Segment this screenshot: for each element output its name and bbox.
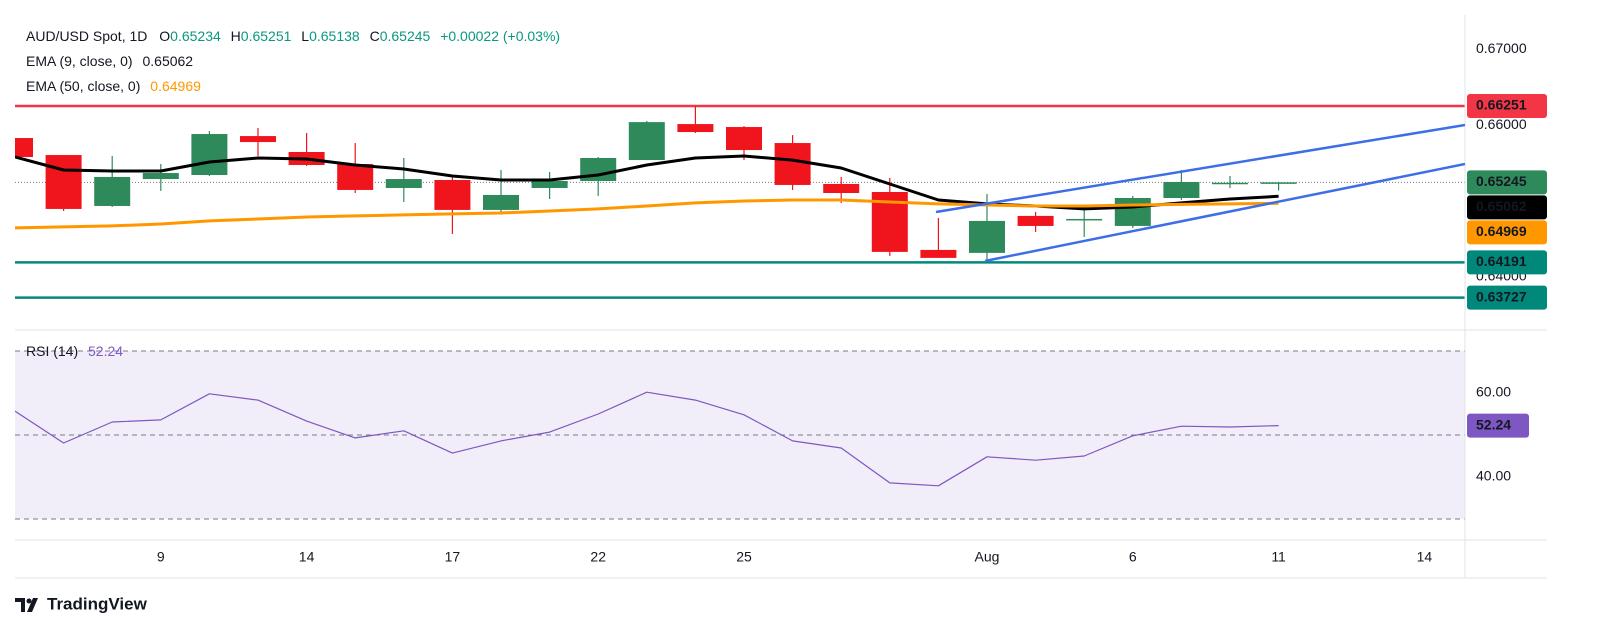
- x-tick-label: 9: [157, 549, 165, 565]
- legend-label: O: [159, 28, 170, 44]
- candle-body: [774, 143, 811, 185]
- legend-value: 0.65251: [241, 28, 292, 44]
- legend-value: 0.65234: [170, 28, 221, 44]
- candle-body: [1212, 182, 1248, 185]
- candle-body: [483, 194, 519, 210]
- candle-body: [677, 124, 714, 133]
- candle-body: [1114, 198, 1151, 226]
- x-tick-label: 6: [1129, 549, 1137, 565]
- candle-body: [1163, 181, 1200, 199]
- plot-area: [15, 104, 1465, 520]
- x-tick-label: 11: [1271, 549, 1286, 565]
- legend-value: 0.65245: [380, 28, 431, 44]
- candle-body: [969, 220, 1005, 253]
- legend-ohlc: AUD/USD Spot, 1D O0.65234 H0.65251 L0.65…: [26, 28, 560, 44]
- x-tick-label: 14: [1417, 549, 1433, 565]
- x-tick-label: Aug: [975, 549, 1000, 565]
- rsi-tick-label: 60.00: [1476, 384, 1511, 400]
- legend-value: 0.64969: [150, 78, 201, 94]
- candle-body: [726, 127, 762, 151]
- price-label-box: [1467, 220, 1547, 245]
- candle-body: [337, 163, 374, 190]
- legend-title: AUD/USD Spot, 1D: [26, 28, 147, 44]
- x-tick-label: 25: [736, 549, 752, 565]
- candle-body: [1017, 215, 1054, 226]
- price-label-box: [1467, 94, 1547, 119]
- legend-name: EMA (9, close, 0): [26, 53, 133, 69]
- candle-body: [94, 176, 131, 206]
- candle-body: [1260, 182, 1297, 184]
- candle-body: [385, 179, 422, 188]
- price-label: 0.65062: [1476, 198, 1527, 214]
- channel: [935, 123, 1465, 263]
- x-tick-label: 17: [445, 549, 461, 565]
- candle-body: [240, 136, 276, 143]
- price-label-box: [1467, 170, 1547, 195]
- price-label: 52.24: [1476, 416, 1511, 432]
- legend-ema: EMA (9, close, 0) 0.65062: [26, 53, 193, 69]
- ema-line: [15, 198, 1279, 230]
- y-tick-label: 0.67000: [1476, 40, 1527, 56]
- brand-logo: [15, 598, 38, 612]
- legend-ema: EMA (50, close, 0) 0.64969: [26, 78, 201, 94]
- legend-name: EMA (50, close, 0): [26, 78, 140, 94]
- candle-body: [434, 180, 471, 210]
- rsi-line: [15, 391, 1279, 487]
- price-label: 0.64969: [1476, 223, 1527, 239]
- candle-body: [191, 134, 228, 176]
- x-tick-label: 14: [299, 549, 315, 565]
- candle-body: [142, 173, 179, 180]
- channel-line: [984, 162, 1465, 263]
- candle-body: [628, 122, 665, 161]
- price-label: 0.65245: [1476, 173, 1527, 189]
- y-tick-label: 0.66000: [1476, 116, 1527, 132]
- legend-label: C: [370, 28, 380, 44]
- legend-value: 0.65138: [309, 28, 360, 44]
- legend-name: RSI (14): [26, 343, 78, 359]
- legend-change: +0.00022 (+0.03%): [440, 28, 560, 44]
- candle-body: [45, 155, 82, 209]
- legend-label: L: [301, 28, 309, 44]
- brand-name: TradingView: [47, 594, 148, 613]
- ema-line: [15, 154, 1279, 211]
- rsi-tick-label: 40.00: [1476, 468, 1511, 484]
- legend-value: 52.24: [88, 343, 123, 359]
- candle-body: [823, 183, 860, 193]
- legend-label: H: [231, 28, 241, 44]
- x-tick-label: 22: [590, 549, 606, 565]
- price-label-box: [1467, 413, 1529, 438]
- candle-body: [1066, 218, 1103, 221]
- candle-body: [15, 138, 33, 158]
- price-label-box: [1467, 285, 1547, 310]
- price-label-box: [1467, 195, 1547, 220]
- candle-body: [531, 181, 568, 188]
- price-label-box: [1467, 250, 1547, 275]
- legend-value: 0.65062: [142, 53, 193, 69]
- price-label: 0.63727: [1476, 288, 1527, 304]
- price-label: 0.64191: [1476, 253, 1527, 269]
- candle-body: [920, 249, 957, 258]
- channel-line: [935, 123, 1465, 214]
- legend-rsi: RSI (14) 52.24: [26, 343, 123, 359]
- price-label: 0.66251: [1476, 97, 1527, 113]
